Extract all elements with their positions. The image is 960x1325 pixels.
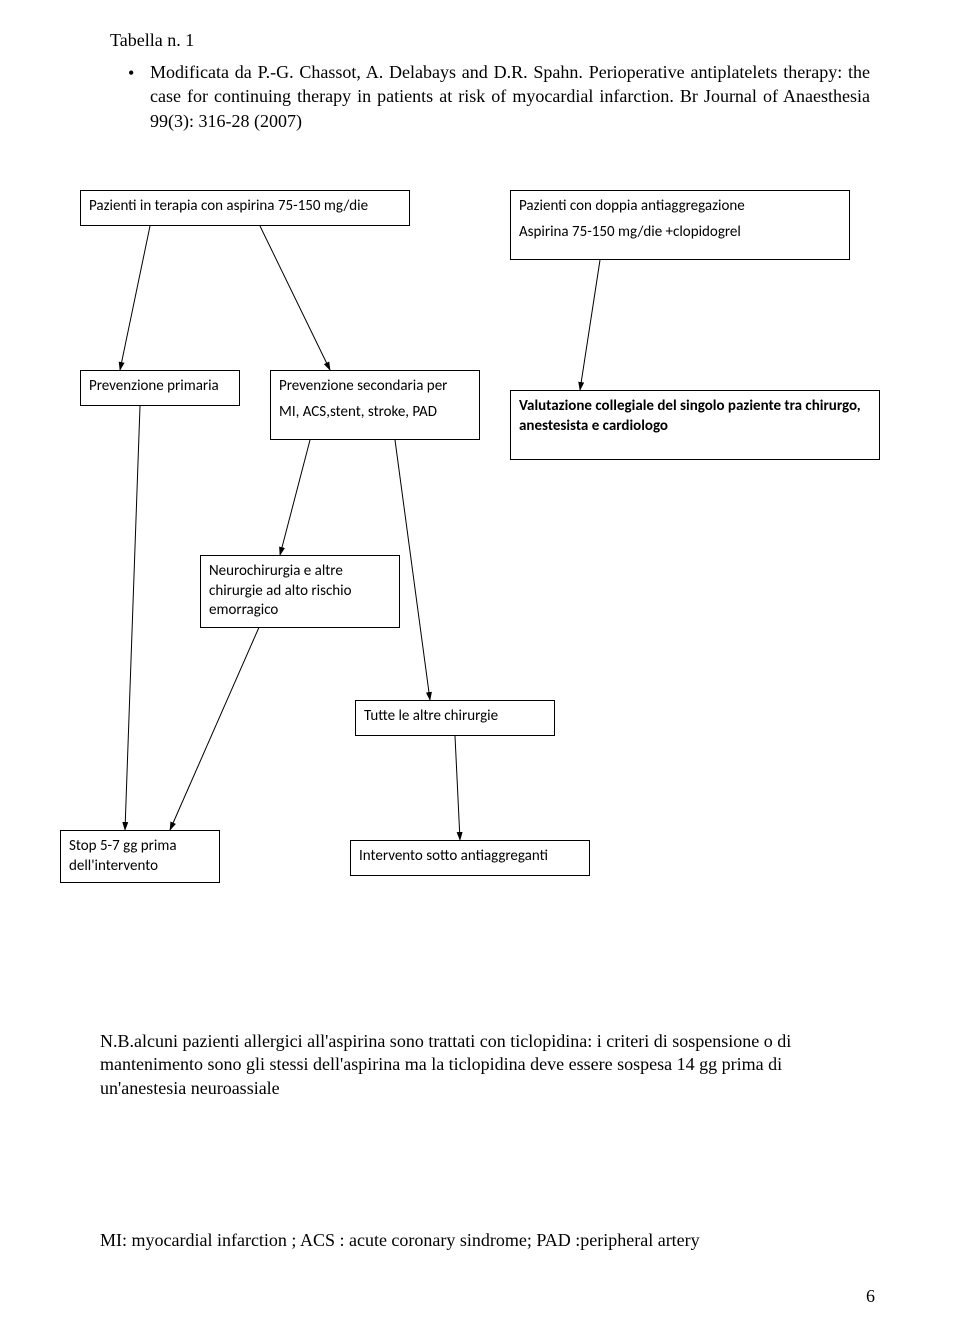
- table-title: Tabella n. 1: [110, 30, 194, 51]
- abbreviations: MI: myocardial infarction ; ACS : acute …: [100, 1230, 700, 1251]
- flow-node-n1: Pazienti in terapia con aspirina 75-150 …: [80, 190, 410, 226]
- flow-edge-5: [125, 406, 140, 830]
- flow-node-n7: Tutte le altre chirurgie: [355, 700, 555, 736]
- flow-node-n9: Intervento sotto antiaggreganti: [350, 840, 590, 876]
- flow-edge-6: [170, 625, 260, 830]
- footnote-nb: N.B.alcuni pazienti allergici all'aspiri…: [100, 1030, 870, 1100]
- citation-text: Modificata da P.-G. Chassot, A. Delabays…: [150, 60, 870, 133]
- flow-node-n3: Prevenzione primaria: [80, 370, 240, 406]
- flow-edge-2: [580, 260, 600, 390]
- flow-edge-7: [455, 736, 460, 840]
- flow-node-n4: Prevenzione secondaria perMI, ACS,stent,…: [270, 370, 480, 440]
- flow-edge-1: [260, 226, 330, 370]
- flow-node-n5: Valutazione collegiale del singolo pazie…: [510, 390, 880, 460]
- flow-node-n8: Stop 5-7 gg prima dell'intervento: [60, 830, 220, 883]
- flow-edge-3: [280, 440, 310, 555]
- flow-node-n6: Neurochirurgia e altre chirurgie ad alto…: [200, 555, 400, 628]
- bullet-icon: •: [128, 63, 134, 84]
- page-number: 6: [866, 1286, 875, 1307]
- page: Tabella n. 1 • Modificata da P.-G. Chass…: [0, 0, 960, 1325]
- flow-edge-4: [395, 440, 430, 700]
- flow-node-n2: Pazienti con doppia antiaggregazioneAspi…: [510, 190, 850, 260]
- flow-edge-0: [120, 226, 150, 370]
